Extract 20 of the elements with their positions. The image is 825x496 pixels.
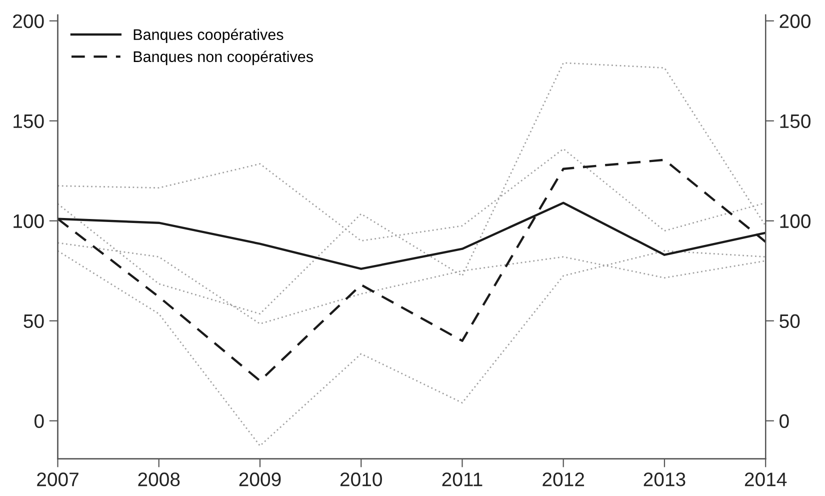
y-tick-label: 0: [34, 414, 44, 428]
x-tick-label: 2008: [138, 472, 180, 486]
y2-tick-label: 50: [780, 314, 800, 328]
legend-label: Banques non coopératives: [134, 50, 313, 66]
x-tick-label: 2007: [37, 472, 78, 486]
y2-tick-label: 100: [780, 214, 810, 228]
y2-tick-label: 200: [780, 14, 810, 28]
y-tick-label: 200: [13, 14, 44, 28]
y-tick-label: 100: [14, 214, 44, 228]
y-tick-label: 150: [14, 114, 44, 128]
x-tick-label: 2014: [744, 472, 787, 486]
x-tick-label: 2009: [239, 472, 281, 486]
x-tick-label: 2013: [644, 472, 686, 486]
legend-label: Banques coopératives: [134, 28, 284, 44]
y2-tick-label: 0: [780, 414, 789, 428]
y-tick-label: 50: [24, 314, 44, 328]
x-tick-label: 2011: [442, 472, 482, 486]
x-tick-label: 2010: [340, 472, 382, 486]
x-tick-label: 2012: [542, 472, 584, 486]
y2-tick-label: 150: [780, 114, 810, 128]
